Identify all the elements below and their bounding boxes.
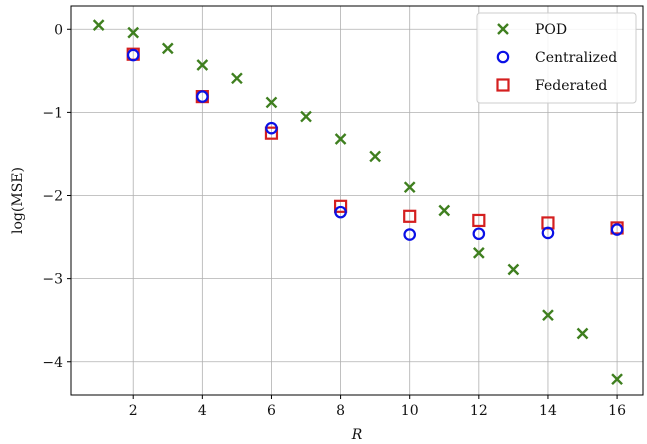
x-tick-label: 16 — [608, 403, 626, 419]
data-point-x — [334, 133, 347, 145]
y-tick-label: −2 — [42, 189, 63, 205]
x-stroke — [576, 327, 589, 340]
data-point-circle — [541, 226, 555, 240]
legend-marker-circle — [496, 50, 510, 64]
series-circle — [126, 48, 624, 241]
data-point-x — [438, 204, 451, 217]
x-tick-label: 14 — [539, 403, 557, 419]
x-stroke — [403, 181, 416, 194]
data-point-x — [542, 309, 554, 322]
plot-frame — [70, 5, 644, 396]
x-stroke — [334, 133, 347, 145]
y-tick-label: 0 — [54, 22, 63, 38]
data-point-x — [265, 96, 278, 109]
series-x — [92, 19, 623, 386]
data-point-x — [507, 263, 520, 276]
legend-box — [476, 12, 637, 104]
data-point-x — [127, 26, 140, 39]
data-point-circle — [265, 121, 278, 135]
data-point-x — [472, 247, 485, 259]
data-point-x — [231, 72, 243, 85]
data-point-x — [403, 181, 416, 194]
x-stroke — [438, 204, 451, 217]
legend-marker-square — [496, 78, 510, 92]
data-point-x — [369, 150, 381, 163]
x-stroke — [127, 26, 140, 39]
legend-marker-x — [497, 23, 509, 35]
axis-ticks: 2 4 6 8 10 12 14 16 0 −1 −2 −3 −4 — [42, 22, 626, 419]
legend: POD Centralized Federated — [476, 12, 637, 104]
x-tick-label: 4 — [198, 403, 207, 419]
x-stroke — [542, 309, 554, 322]
y-tick-label: −4 — [42, 355, 63, 371]
x-tick-label: 6 — [267, 403, 276, 419]
x-tick-label: 10 — [401, 403, 419, 419]
data-point-x — [92, 19, 105, 31]
data-point-x — [611, 373, 623, 386]
x-stroke — [265, 96, 278, 109]
x-axis-label: R — [351, 427, 363, 443]
x-stroke — [497, 23, 509, 35]
data-point-circle — [472, 227, 486, 241]
data-point-circle — [126, 48, 140, 62]
data-point-square — [333, 199, 348, 213]
y-tick-label: −3 — [42, 272, 63, 288]
x-stroke — [161, 42, 174, 55]
legend-label: POD — [535, 22, 567, 38]
data-point-square — [472, 213, 486, 228]
data-point-circle — [610, 223, 624, 236]
x-tick-label: 8 — [336, 403, 345, 419]
x-tick-label: 2 — [129, 403, 138, 419]
data-point-x — [576, 327, 589, 340]
x-stroke — [196, 59, 209, 71]
data-point-square — [403, 209, 417, 223]
data-point-circle — [334, 205, 347, 219]
x-stroke — [472, 247, 485, 259]
x-tick-label: 12 — [470, 403, 488, 419]
data-point-circle — [403, 228, 417, 241]
legend-label: Centralized — [535, 50, 617, 66]
chart-marks — [92, 19, 624, 386]
y-tick-label: −1 — [42, 105, 63, 121]
data-point-circle — [196, 90, 209, 103]
x-stroke — [611, 373, 623, 386]
x-stroke — [300, 110, 312, 123]
data-point-x — [161, 42, 174, 55]
x-stroke — [92, 19, 105, 31]
data-point-x — [300, 110, 312, 123]
x-stroke — [231, 72, 243, 85]
y-axis-label: log(MSE) — [10, 167, 26, 234]
legend-label: Federated — [535, 78, 607, 94]
x-stroke — [369, 150, 381, 163]
data-point-square — [264, 126, 279, 140]
data-point-x — [196, 59, 209, 71]
x-stroke — [507, 263, 520, 276]
